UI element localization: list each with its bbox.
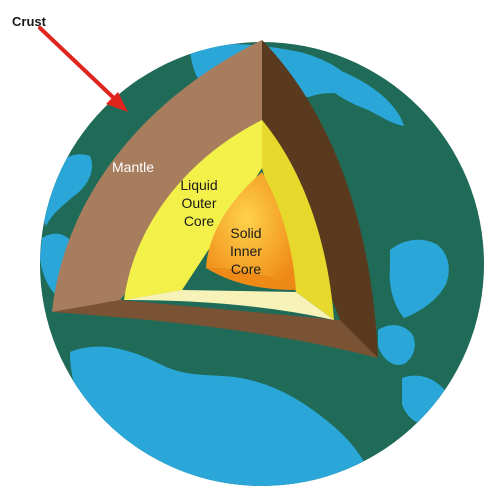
crust-arrow (38, 26, 128, 112)
outer-core-face-fill (124, 120, 262, 300)
mantle-bottom-face (52, 300, 378, 358)
inner-core-base (206, 268, 296, 290)
cutaway-wedge (52, 40, 378, 358)
mantle-right-face (262, 40, 378, 358)
mantle-face-fill (52, 40, 262, 312)
outer-core-right-face (262, 120, 334, 320)
continent-right-mid (378, 325, 415, 365)
inner-core-label-line-3: Core (231, 261, 262, 277)
mantle-label: Mantle (112, 159, 154, 175)
outer-core-label-line-3: Core (184, 213, 215, 229)
outer-core-label-line-2: Outer (181, 195, 216, 211)
outer-core-label-line-1: Liquid (180, 177, 217, 193)
continent-top-right (318, 62, 404, 126)
outer-core-bottom-face (124, 290, 334, 320)
inner-core-label-line-2: Inner (230, 243, 262, 259)
continent-right (389, 239, 449, 318)
inner-core-label-line-1: Solid (230, 225, 261, 241)
crust-label: Crust (12, 14, 47, 29)
inner-core-label: Solid Inner Core (230, 225, 262, 277)
inner-core (206, 172, 296, 290)
outer-core-label: Liquid Outer Core (180, 177, 217, 229)
